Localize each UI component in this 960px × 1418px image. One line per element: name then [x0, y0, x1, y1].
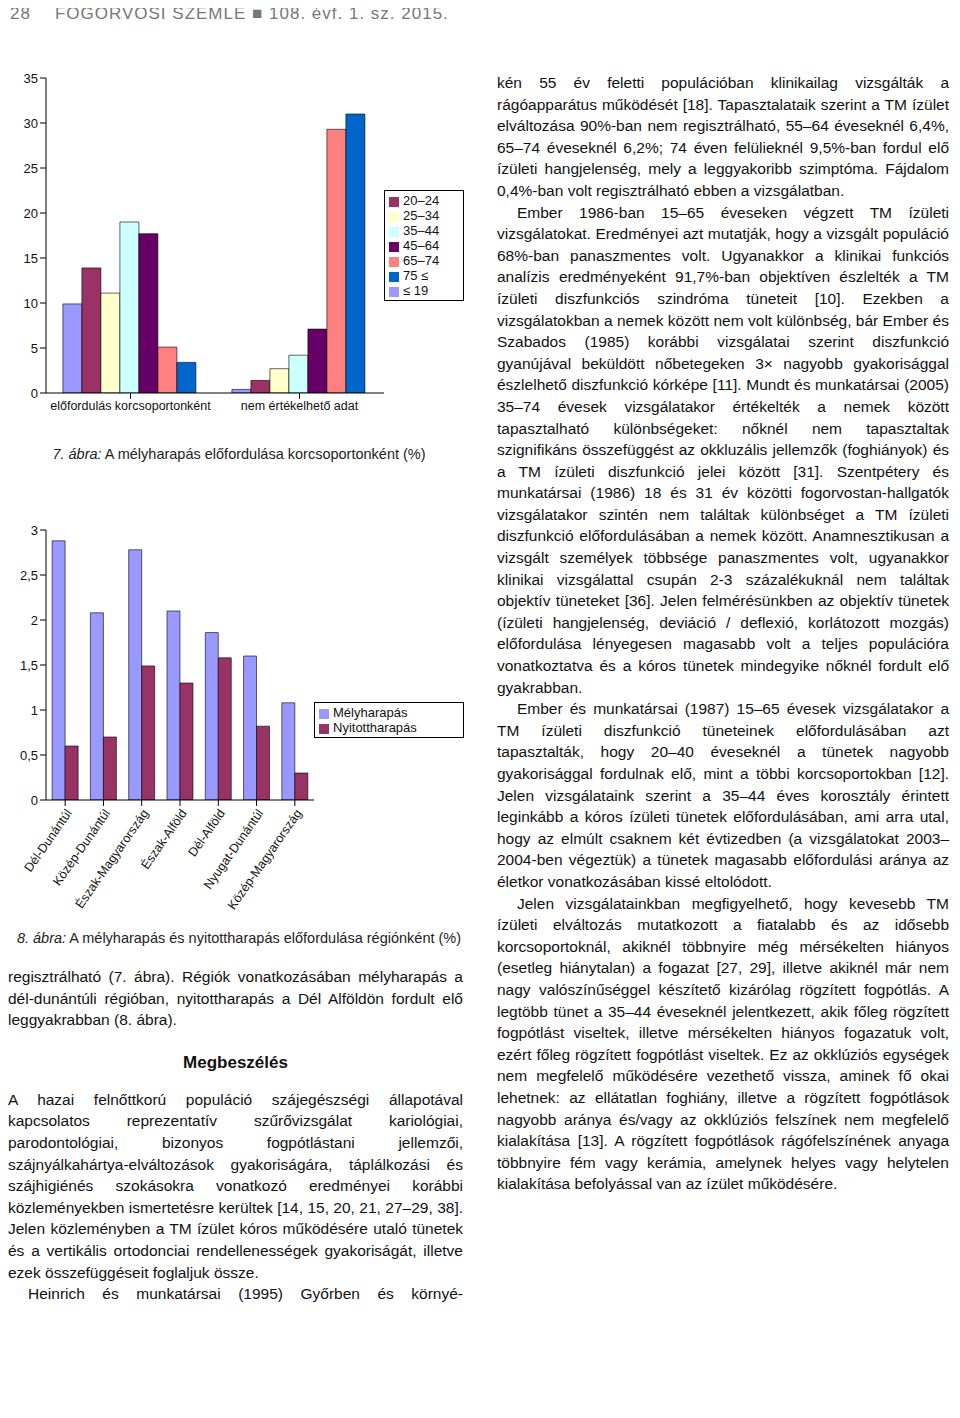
svg-text:2,5: 2,5: [20, 568, 38, 583]
html-text:≤ 19: ≤ 19: [403, 283, 429, 298]
svg-text:25: 25: [24, 161, 38, 176]
html-text:Jelen vizsgálatainkban megfigy: Jelen vizsgálatainkban megfigyelhető, ho…: [497, 894, 949, 1193]
svg-text:1: 1: [31, 703, 38, 718]
svg-text:0,5: 0,5: [20, 748, 38, 763]
svg-text:20: 20: [24, 206, 38, 221]
svg-text:Dél-Dunántúl: Dél-Dunántúl: [21, 806, 75, 875]
html-text:Mélyharapás: Mélyharapás: [333, 705, 408, 720]
html-text:Ember és munkatársai (1987) 15: Ember és munkatársai (1987) 15–65 évesek…: [497, 700, 949, 890]
html-text:Ember 1986-ban 15–65 éveseken: Ember 1986-ban 15–65 éveseken végzett TM…: [497, 203, 949, 696]
svg-text:0: 0: [31, 793, 38, 808]
svg-text:10: 10: [24, 296, 38, 311]
html-text:Megbeszélés: Megbeszélés: [183, 1052, 288, 1072]
svg-text:5: 5: [31, 341, 38, 356]
html-text:20–24: 20–24: [403, 193, 440, 208]
html-text:75 ≤: 75 ≤: [403, 268, 429, 283]
svg-text:Közép-Dunántúl: Közép-Dunántúl: [50, 806, 114, 889]
svg-text:nem értékelhető adat: nem értékelhető adat: [241, 399, 359, 413]
svg-text:Dél-Alföld: Dél-Alföld: [185, 807, 228, 859]
svg-text:Észak-Alföld: Észak-Alföld: [138, 806, 190, 872]
svg-text:Nyugat-Dunántúl: Nyugat-Dunántúl: [201, 806, 267, 892]
html-text:35–44: 35–44: [403, 223, 440, 238]
html-text:25–34: 25–34: [403, 208, 440, 223]
svg-text:1,5: 1,5: [20, 658, 38, 673]
html-text:28: 28: [10, 4, 31, 23]
html-text:8. ábra: A mélyharapás és nyit: 8. ábra: A mélyharapás és nyitottharapás…: [16, 930, 462, 946]
svg-text:Észak-Magyarország: Észak-Magyarország: [72, 806, 152, 911]
html-text:kén 55 év feletti populációban: kén 55 év feletti populációban klinikail…: [497, 74, 949, 199]
html-text:Heinrich és munkatársai (1995): Heinrich és munkatársai (1995) Győrben é…: [28, 1285, 463, 1303]
html-text:regisztrálható (7. ábra). Régi: regisztrálható (7. ábra). Régiók vonatko…: [8, 968, 463, 1029]
html-text:65–74: 65–74: [403, 253, 440, 268]
svg-text:35: 35: [24, 71, 38, 86]
svg-text:0: 0: [31, 386, 38, 401]
html-text:7. ábra: A mélyharapás előford: 7. ábra: A mélyharapás előfordulása korc…: [52, 446, 426, 462]
html-text:45–64: 45–64: [403, 238, 440, 253]
html-text:Nyitottharapás: Nyitottharapás: [333, 720, 417, 735]
svg-text:30: 30: [24, 116, 38, 131]
svg-text:15: 15: [24, 251, 38, 266]
svg-text:Közép-Magyarország: Közép-Magyarország: [225, 807, 305, 912]
svg-text:3: 3: [31, 523, 38, 538]
html-text:A hazai felnőttkorú populáció: A hazai felnőttkorú populáció szájegészs…: [8, 1090, 463, 1281]
svg-text:2: 2: [31, 613, 38, 628]
svg-text:előfordulás korcsoportonként: előfordulás korcsoportonként: [50, 399, 211, 413]
html-text:FOGORVOSI SZEMLE ■ 108. évf. 1: FOGORVOSI SZEMLE ■ 108. évf. 1. sz. 2015…: [54, 4, 449, 23]
